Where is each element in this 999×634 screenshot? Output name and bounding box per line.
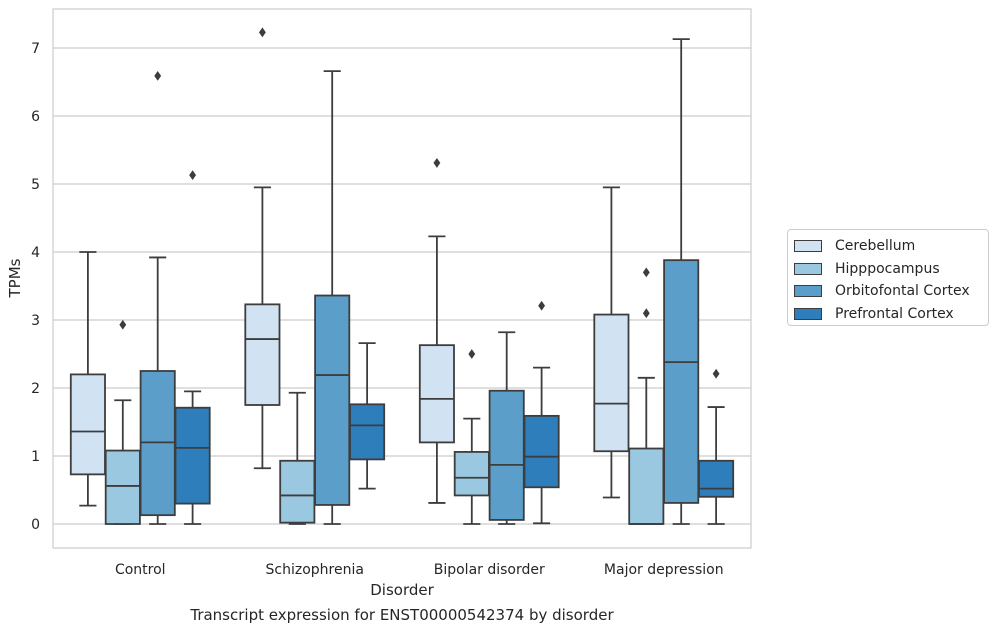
box-orbitofontal-cortex	[663, 38, 700, 525]
x-axis-title: Disorder	[370, 581, 434, 599]
outlier-point	[119, 319, 127, 330]
box-hipppocampus	[279, 391, 316, 525]
iqr-box	[279, 459, 316, 524]
legend-item-hipppocampus: Hipppocampus	[794, 258, 988, 281]
iqr-box	[453, 451, 490, 497]
legend-item-cerebellum: Cerebellum	[794, 235, 988, 258]
chart-title: Transcript expression for ENST0000054237…	[190, 606, 614, 624]
legend-label-hipppocampus: Hipppocampus	[835, 260, 940, 277]
legend: Cerebellum Hipppocampus Orbitofontal Cor…	[787, 229, 989, 326]
y-tick-labels: 0 1 2 3 4 5 6 7	[31, 41, 40, 533]
box-orbitofontal-cortex	[488, 331, 525, 525]
box-cerebellum	[418, 158, 455, 504]
box-orbitofontal-cortex	[139, 70, 176, 525]
outlier-point	[468, 349, 476, 359]
iqr-box	[663, 259, 700, 504]
iqr-box	[69, 373, 106, 476]
legend-swatch-hipppocampus	[794, 262, 822, 275]
y-tick-label: 3	[31, 313, 40, 329]
legend-label-orbitofontal-cortex: Orbitofontal Cortex	[835, 283, 970, 300]
outlier-point	[712, 368, 720, 379]
iqr-box	[698, 459, 735, 498]
x-tick-label: Schizophrenia	[266, 562, 364, 578]
iqr-box	[104, 449, 141, 525]
box-cerebellum	[244, 27, 281, 470]
y-tick-label: 0	[31, 517, 40, 533]
box-prefrontal-cortex	[523, 300, 560, 525]
outlier-point	[189, 170, 197, 181]
outlier-point	[538, 300, 546, 311]
y-axis-title: TPMs	[6, 258, 24, 298]
box-prefrontal-cortex	[174, 170, 211, 525]
plot-frame	[52, 8, 752, 549]
box-cerebellum	[593, 186, 630, 499]
outlier-point	[154, 70, 162, 81]
y-tick-label: 7	[31, 41, 40, 57]
legend-label-prefrontal-cortex: Prefrontal Cortex	[835, 305, 954, 322]
legend-item-orbitofontal-cortex: Orbitofontal Cortex	[794, 280, 988, 303]
legend-swatch-cerebellum	[794, 240, 822, 253]
legend-swatch-prefrontal-cortex	[794, 307, 822, 320]
y-tick-label: 5	[31, 177, 40, 193]
box-hipppocampus	[628, 267, 665, 525]
iqr-box	[314, 294, 351, 506]
x-tick-label: Control	[115, 562, 166, 578]
box-hipppocampus	[104, 319, 141, 525]
y-tick-label: 6	[31, 109, 40, 125]
legend-item-prefrontal-cortex: Prefrontal Cortex	[794, 303, 988, 326]
x-tick-label: Major depression	[604, 562, 724, 578]
outlier-point	[258, 27, 266, 38]
legend-swatch-orbitofontal-cortex	[794, 285, 822, 298]
y-tick-label: 4	[31, 245, 40, 261]
legend-label-cerebellum: Cerebellum	[835, 238, 916, 255]
box-cerebellum	[69, 251, 106, 507]
y-tick-label: 1	[31, 449, 40, 465]
iqr-box	[488, 389, 525, 521]
iqr-box	[418, 344, 455, 444]
box-prefrontal-cortex	[349, 342, 386, 490]
box-hipppocampus	[453, 349, 490, 525]
iqr-box	[593, 313, 630, 453]
box-prefrontal-cortex	[698, 368, 735, 525]
x-tick-labels: Control Schizophrenia Bipolar disorder Majo…	[115, 562, 724, 578]
iqr-box	[628, 447, 665, 525]
outlier-point	[642, 267, 650, 278]
iqr-box	[523, 414, 560, 489]
outlier-point	[433, 158, 441, 168]
boxes-layer	[69, 27, 735, 525]
box-orbitofontal-cortex	[314, 70, 351, 525]
iqr-box	[349, 403, 386, 461]
x-tick-label: Bipolar disorder	[434, 562, 545, 578]
y-tick-label: 2	[31, 381, 40, 397]
outlier-point	[642, 308, 650, 319]
iqr-box	[174, 406, 211, 505]
iqr-box	[244, 303, 281, 406]
